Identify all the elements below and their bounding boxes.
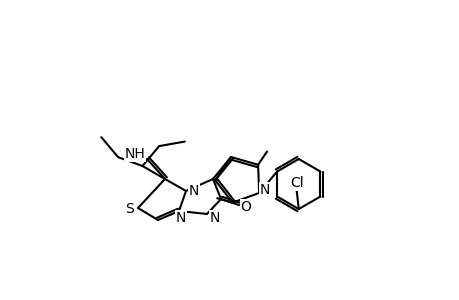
Text: S: S — [125, 202, 134, 216]
Text: N: N — [259, 183, 270, 197]
Text: N: N — [209, 211, 220, 225]
Text: NH: NH — [124, 147, 145, 161]
Text: N: N — [175, 211, 186, 225]
Text: N: N — [188, 184, 199, 198]
Text: Cl: Cl — [289, 176, 303, 190]
Text: O: O — [240, 200, 251, 214]
